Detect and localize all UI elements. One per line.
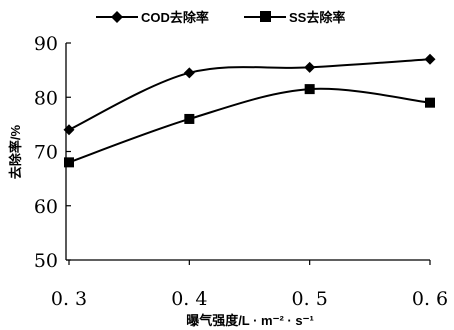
data-point-cod xyxy=(63,124,75,136)
y-tick-label: 70 xyxy=(34,142,58,164)
series-layer xyxy=(63,53,436,168)
y-tick-labels: 50 60 70 80 90 xyxy=(34,33,58,272)
legend: COD去除率 SS去除率 xyxy=(96,10,345,25)
data-point-ss xyxy=(64,157,74,168)
data-point-cod xyxy=(424,53,436,65)
data-point-ss xyxy=(425,97,435,108)
legend-marker-cod xyxy=(111,11,123,23)
legend-label-ss: SS去除率 xyxy=(289,10,345,25)
x-tick-label: 0. 5 xyxy=(292,288,328,310)
y-axis-title: 去除率/% xyxy=(8,124,23,179)
y-tick-label: 50 xyxy=(34,250,58,272)
axes xyxy=(65,42,431,265)
data-point-ss xyxy=(184,113,195,124)
series-line-cod xyxy=(68,58,431,131)
data-point-cod xyxy=(304,61,316,73)
legend-label-cod: COD去除率 xyxy=(141,10,209,25)
x-tick-label: 0. 3 xyxy=(51,288,87,310)
y-tick-label: 80 xyxy=(34,87,58,109)
x-axis-title: 曝气强度/L · m⁻² · s⁻¹ xyxy=(186,313,314,328)
y-tick-label: 60 xyxy=(34,196,58,218)
x-tick-label: 0. 4 xyxy=(171,288,207,310)
y-tick-label: 90 xyxy=(34,33,58,55)
x-tick-label: 0. 6 xyxy=(412,288,448,310)
legend-marker-ss xyxy=(260,11,271,22)
series-line-ss xyxy=(68,87,431,164)
x-tick-labels: 0. 3 0. 4 0. 5 0. 6 xyxy=(51,288,448,310)
data-point-cod xyxy=(183,67,195,79)
data-point-ss xyxy=(304,84,315,95)
